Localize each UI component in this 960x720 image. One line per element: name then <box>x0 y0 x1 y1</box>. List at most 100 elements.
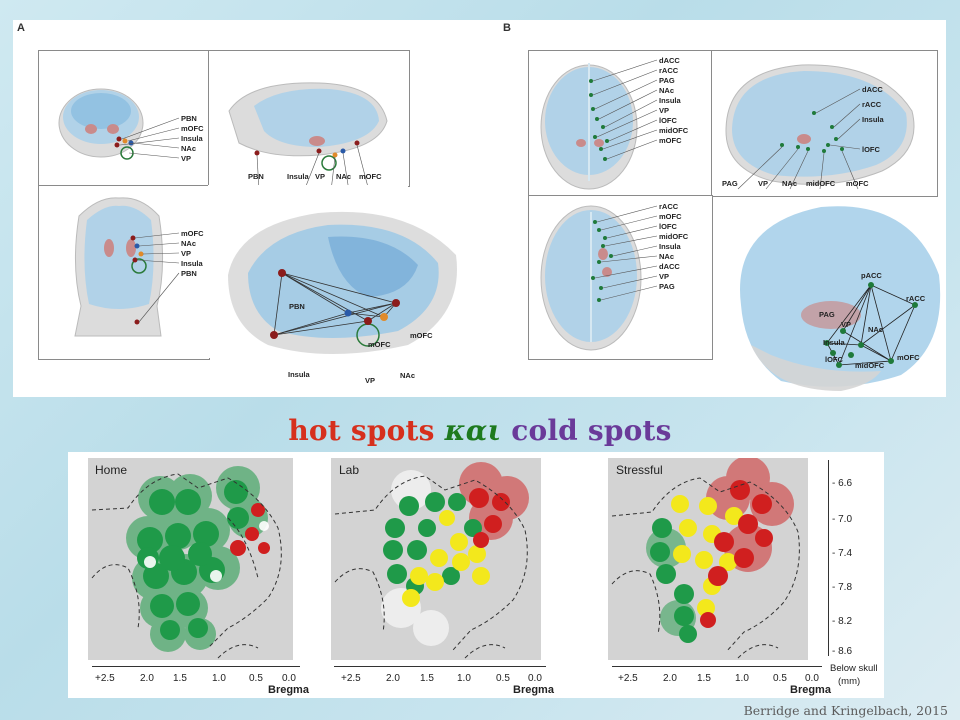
q4-label-vp: VP <box>365 376 376 385</box>
map-lab-spots <box>334 462 529 659</box>
x-axis-title: Bregma <box>790 684 831 696</box>
y-tick: - 8.6 <box>832 646 853 657</box>
b1-label-pag: PAG <box>659 76 675 85</box>
y-axis-title: Below skull <box>830 663 878 674</box>
human-lateral-illustration <box>725 64 915 190</box>
rodent-coronal-illustration <box>58 88 180 160</box>
q2-label-pbn: PBN <box>248 172 264 181</box>
b3-label-pag: PAG <box>659 282 675 291</box>
b4-label-pag: PAG <box>819 310 835 319</box>
rodent-sagittal-illustration <box>228 82 388 192</box>
b1-label-midofc: midOFC <box>659 126 689 135</box>
b1-label-dacc: dACC <box>659 56 680 65</box>
map-stressful: Stressful <box>608 458 808 660</box>
b3-label-lofc: lOFC <box>659 222 677 231</box>
x-tick: 1.0 <box>457 673 471 684</box>
panel-a-letter: A <box>17 22 25 34</box>
citation: Berridge and Kringelbach, 2015 <box>743 703 948 718</box>
y-axis-unit: (mm) <box>838 676 861 687</box>
b3-label-vp: VP <box>659 272 670 281</box>
x-tick: 2.0 <box>663 673 677 684</box>
x-tick: 1.0 <box>212 673 226 684</box>
b1-label-lofc: lOFC <box>659 116 677 125</box>
rodent-dorsal-illustration <box>74 197 180 337</box>
b4-label-midofc: midOFC <box>855 361 885 370</box>
slide-title: hot spots και cold spots <box>0 414 960 447</box>
panel-a-coronal-view: PBN mOFC Insula NAc VP <box>38 50 210 187</box>
title-cold-spots: cold spots <box>511 414 672 447</box>
q1-label-insula: Insula <box>181 134 203 143</box>
b3-label-dacc: dACC <box>659 262 680 271</box>
x-tick: 0.0 <box>805 673 819 684</box>
q3-label-vp: VP <box>181 249 192 258</box>
panel-b-letter: B <box>503 22 511 34</box>
title-hot-spots: hot spots <box>288 414 435 447</box>
b4-label-mofc: mOFC <box>897 353 920 362</box>
panel-b-lateral-view: dACC rACC Insula lOFC PAG VP NAc midOFC … <box>711 50 938 197</box>
b4-label-racc: rACC <box>906 294 926 303</box>
y-tick: - 7.8 <box>832 582 853 593</box>
y-tick: - 6.6 <box>832 478 853 489</box>
rodent-network-illustration <box>228 211 457 354</box>
panel-b-dorsal-view: rACC mOFC lOFC midOFC Insula NAc dACC VP… <box>528 195 713 360</box>
x-axis-title: Bregma <box>268 684 309 696</box>
b2-label-pag: PAG <box>722 179 738 188</box>
x-tick: 2.0 <box>140 673 154 684</box>
panel-a-dorsal-view: mOFC NAc VP Insula PBN <box>38 185 210 360</box>
x-tick: 0.5 <box>496 673 510 684</box>
b1-label-racc: rACC <box>659 66 679 75</box>
y-tick: - 7.0 <box>832 514 853 525</box>
q4-label-mofc-right: mOFC <box>410 331 433 340</box>
x-axis-title: Bregma <box>513 684 554 696</box>
x-tick: 1.0 <box>735 673 749 684</box>
map-lab: Lab <box>331 458 541 660</box>
q2-label-mofc: mOFC <box>359 172 382 181</box>
b4-label-insula: Insula <box>823 338 845 347</box>
x-tick: 1.5 <box>697 673 711 684</box>
x-tick: 1.5 <box>173 673 187 684</box>
b1-label-mofc: mOFC <box>659 136 682 145</box>
map-stressful-spots <box>611 458 800 659</box>
map-home-spots <box>91 466 282 659</box>
b3-label-midofc: midOFC <box>659 232 689 241</box>
b4-label-pacc: pACC <box>861 271 882 280</box>
y-tick: - 7.4 <box>832 548 853 559</box>
b1-label-vp: VP <box>659 106 670 115</box>
q4-label-nac: NAc <box>400 371 416 380</box>
x-tick: 0.5 <box>773 673 787 684</box>
b3-label-mofc: mOFC <box>659 212 682 221</box>
q4-label-mofc-center: mOFC <box>368 340 391 349</box>
q3-label-mofc: mOFC <box>181 229 204 238</box>
q4-label-pbn: PBN <box>289 302 305 311</box>
panel-b-frontal-view: dACC rACC PAG NAc Insula VP lOFC midOFC … <box>528 50 713 197</box>
q3-label-nac: NAc <box>181 239 197 248</box>
panel-b-network-view: pACC rACC PAG VP NAc Insula lOFC midOFC … <box>711 195 946 397</box>
b1-label-insula: Insula <box>659 96 681 105</box>
b3-label-nac: NAc <box>659 252 675 261</box>
map-home: Home <box>88 458 293 660</box>
b2-label-lofc: lOFC <box>862 145 880 154</box>
b3-label-racc: rACC <box>659 202 679 211</box>
b2-label-nac: NAc <box>782 179 798 188</box>
b4-label-nac: NAc <box>868 325 884 334</box>
y-tick: - 8.2 <box>832 616 853 627</box>
q3-label-pbn: PBN <box>181 269 197 278</box>
x-tick: 1.5 <box>420 673 434 684</box>
q2-label-vp: VP <box>315 172 326 181</box>
x-tick: +2.5 <box>618 673 638 684</box>
q1-label-vp: VP <box>181 154 192 163</box>
x-tick: 0.0 <box>528 673 542 684</box>
b3-label-insula: Insula <box>659 242 681 251</box>
b2-label-midofc: midOFC <box>806 179 836 188</box>
map-lab-title: Lab <box>339 463 360 477</box>
b2-label-dacc: dACC <box>862 85 883 94</box>
x-tick: 0.0 <box>282 673 296 684</box>
x-tick: 0.5 <box>249 673 263 684</box>
b2-label-racc: rACC <box>862 100 882 109</box>
hotspot-maps-figure: Home <box>68 452 884 698</box>
q2-label-nac: NAc <box>336 172 352 181</box>
title-kai: και <box>444 414 502 447</box>
brain-network-figure: A B PBN mOFC Insula <box>13 20 946 397</box>
q3-label-insula: Insula <box>181 259 203 268</box>
b4-label-lofc: lOFC <box>825 355 843 364</box>
